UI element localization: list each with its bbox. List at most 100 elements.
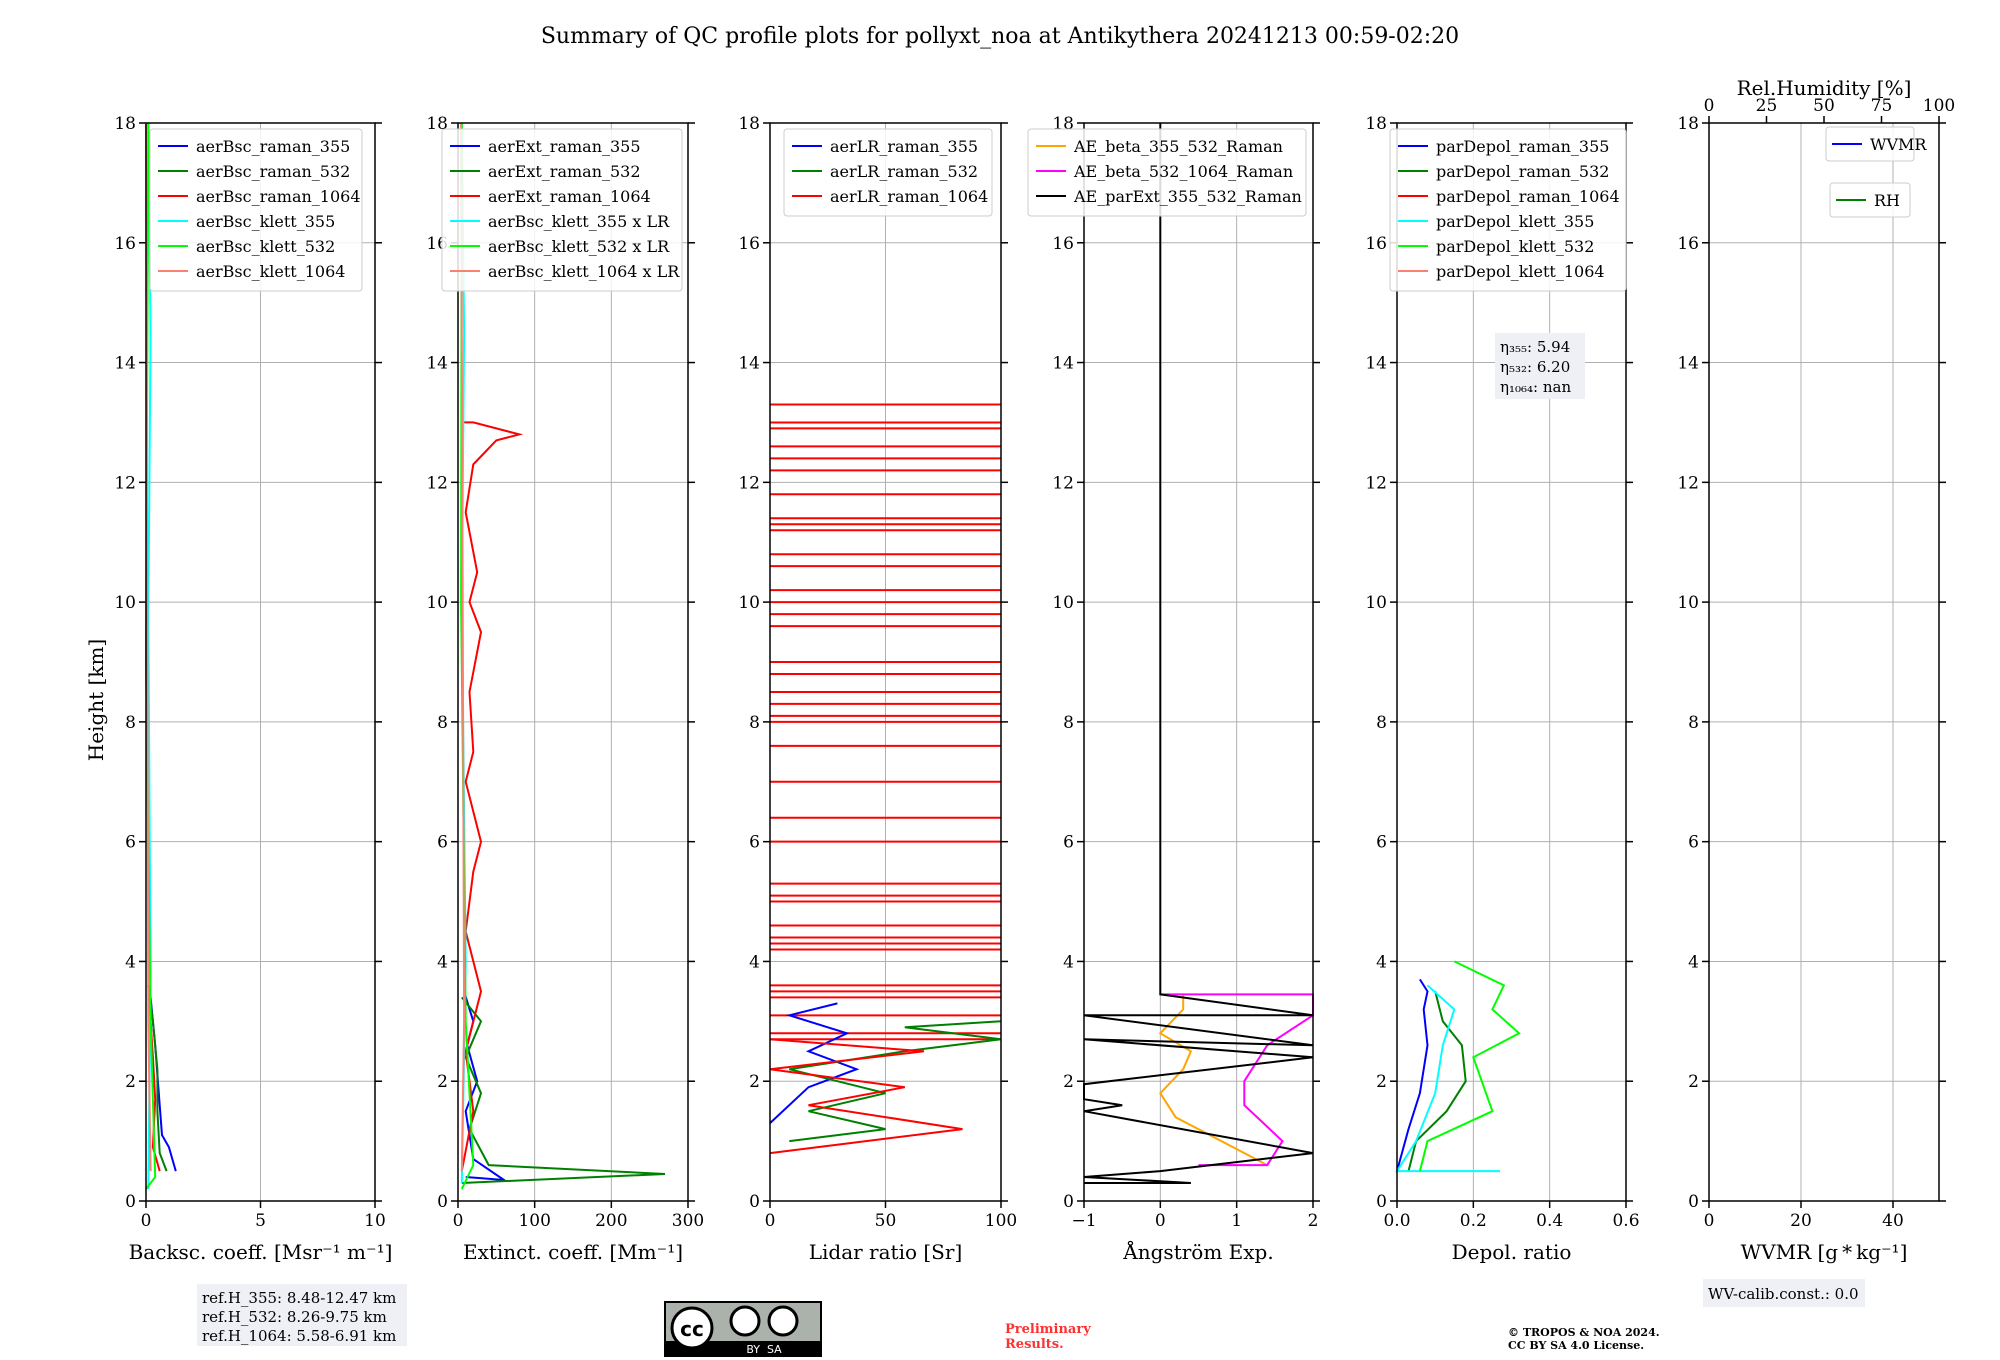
x-tick-label: 0.6 <box>1612 1211 1639 1231</box>
y-tick-label: 16 <box>738 234 760 254</box>
legend-label: aerBsc_klett_532 x LR <box>488 237 670 256</box>
legend-label: aerExt_raman_355 <box>488 137 641 156</box>
sa-icon <box>767 1305 799 1337</box>
legend-box <box>1027 128 1307 217</box>
y-tick-label: 0 <box>1376 1192 1387 1212</box>
series-aerLR_raman_532 <box>789 1020 1002 1143</box>
y-tick-label: 14 <box>114 354 136 374</box>
x-tick-label: 0.2 <box>1460 1211 1487 1231</box>
legend-label: parDepol_klett_1064 <box>1436 262 1605 281</box>
preliminary-line-2: Results. <box>1005 1337 1064 1352</box>
y-tick-label: 0 <box>125 1192 136 1212</box>
y-tick-label: 16 <box>114 234 136 254</box>
eta-532: η₅₃₂: 6.20 <box>1500 358 1570 376</box>
copyright-line-2: CC BY SA 4.0 License. <box>1508 1339 1644 1352</box>
y-tick-label: 0 <box>1063 1192 1074 1212</box>
y-tick-label: 8 <box>1688 713 1699 733</box>
y-tick-label: 4 <box>1376 952 1387 972</box>
y-tick-label: 16 <box>1365 234 1387 254</box>
legend-label: WVMR <box>1870 135 1927 154</box>
eta-1064: η₁₀₆₄: nan <box>1500 378 1571 396</box>
y-tick-label: 10 <box>1365 593 1387 613</box>
x-tick-label: 200 <box>595 1211 627 1231</box>
x-tick-label: 100 <box>985 1211 1017 1231</box>
y-tick-label: 6 <box>437 833 448 853</box>
y-tick-label: 6 <box>1376 833 1387 853</box>
top-tick-label: 0 <box>1704 96 1715 116</box>
refh-line-1: ref.H_355: 8.48-12.47 km <box>202 1289 396 1307</box>
legend-label: aerBsc_klett_1064 <box>196 262 345 281</box>
y-tick-label: 4 <box>437 952 448 972</box>
y-tick-label: 10 <box>1677 593 1699 613</box>
series-aerBsc_klett_1064 <box>145 122 152 1172</box>
legend-label: aerExt_raman_532 <box>488 162 641 181</box>
series-aerBsc_klett_1064 x LR <box>460 122 466 1172</box>
x-tick-label: 0.0 <box>1383 1211 1410 1231</box>
panel-wv: 0 20 40 0 2 4 6 8 10 12 14 16 18 WVMR [g * kg⁻¹] 0 25 50… <box>1677 76 1955 1264</box>
x-tick-label: 5 <box>255 1211 266 1231</box>
y-tick-label: 14 <box>738 354 760 374</box>
axes-frame <box>769 122 1002 1202</box>
eta-355: η₃₅₅: 5.94 <box>1500 338 1570 356</box>
y-tick-label: 16 <box>1677 234 1699 254</box>
copyright-line-1: © TROPOS & NOA 2024. <box>1508 1326 1660 1339</box>
y-tick-label: 18 <box>1677 114 1699 134</box>
x-tick-label: 20 <box>1790 1211 1812 1231</box>
y-tick-label: 12 <box>1052 473 1074 493</box>
x-tick-label: 40 <box>1882 1211 1904 1231</box>
y-tick-label: 8 <box>1376 713 1387 733</box>
x-tick-label: 300 <box>672 1211 704 1231</box>
y-tick-label: 0 <box>1688 1192 1699 1212</box>
legend-box <box>1825 126 1915 162</box>
y-tick-label: 6 <box>749 833 760 853</box>
y-tick-label: 8 <box>749 713 760 733</box>
y-tick-label: 18 <box>1365 114 1387 134</box>
refh-line-3: ref.H_1064: 5.58-6.91 km <box>202 1327 396 1345</box>
series-aerExt_raman_532 <box>461 996 666 1184</box>
x-axis-label: WVMR [g * kg⁻¹] <box>1741 1240 1908 1264</box>
legend-label: AE_parExt_355_532_Raman <box>1073 187 1302 206</box>
legend-box <box>783 128 993 217</box>
y-tick-label: 10 <box>738 593 760 613</box>
y-tick-label: 18 <box>114 114 136 134</box>
y-tick-label: 0 <box>437 1192 448 1212</box>
legend-label: aerBsc_klett_355 <box>196 212 335 231</box>
legend-label: aerBsc_klett_532 <box>196 237 335 256</box>
y-tick-label: 4 <box>125 952 136 972</box>
series-aerExt_raman_1064 <box>460 421 524 1172</box>
y-tick-label: 2 <box>749 1072 760 1092</box>
x-tick-label: 2 <box>1308 1211 1319 1231</box>
cc-badge-text: BY SA <box>746 1343 782 1356</box>
legend-label: parDepol_klett_355 <box>1436 212 1594 231</box>
y-tick-label: 12 <box>426 473 448 493</box>
x-tick-label: 0 <box>141 1211 152 1231</box>
legend-label: AE_beta_532_1064_Raman <box>1073 162 1293 181</box>
wv-calib-text: WV-calib.const.: 0.0 <box>1708 1285 1859 1303</box>
cc-icon <box>670 1306 714 1350</box>
legend-label: RH <box>1874 191 1900 210</box>
y-tick-label: 2 <box>1688 1072 1699 1092</box>
eta-annotation: η₃₅₅: 5.94 η₅₃₂: 6.20 η₁₀₆₄: nan <box>1495 333 1585 399</box>
x-tick-label: 0.4 <box>1536 1211 1563 1231</box>
y-tick-label: 14 <box>1365 354 1387 374</box>
legend-label: parDepol_raman_532 <box>1436 162 1609 181</box>
y-tick-label: 16 <box>1052 234 1074 254</box>
refh-line-2: ref.H_532: 8.26-9.75 km <box>202 1308 387 1326</box>
y-tick-label: 2 <box>437 1072 448 1092</box>
y-tick-label: 6 <box>1063 833 1074 853</box>
legend-label: aerLR_raman_532 <box>830 162 978 181</box>
legend-label: aerBsc_raman_532 <box>196 162 350 181</box>
legend-label: parDepol_klett_532 <box>1436 237 1594 256</box>
y-tick-label: 2 <box>1376 1072 1387 1092</box>
y-tick-label: 4 <box>749 952 760 972</box>
y-axis-label: Height [km] <box>84 639 108 761</box>
refh-annotation: ref.H_355: 8.48-12.47 km ref.H_532: 8.26… <box>197 1284 407 1346</box>
x-tick-label: 10 <box>364 1211 386 1231</box>
x-tick-label: 100 <box>518 1211 550 1231</box>
series-parDepol_raman_355 <box>1396 978 1429 1172</box>
axes-frame <box>1708 122 1940 1202</box>
panel-lr: 0 50 100 0 2 4 6 8 10 12 14 16 18 Lidar ratio [Sr] aer… <box>738 114 1017 1264</box>
axes-frame <box>1396 122 1627 1202</box>
y-tick-label: 14 <box>1052 354 1074 374</box>
